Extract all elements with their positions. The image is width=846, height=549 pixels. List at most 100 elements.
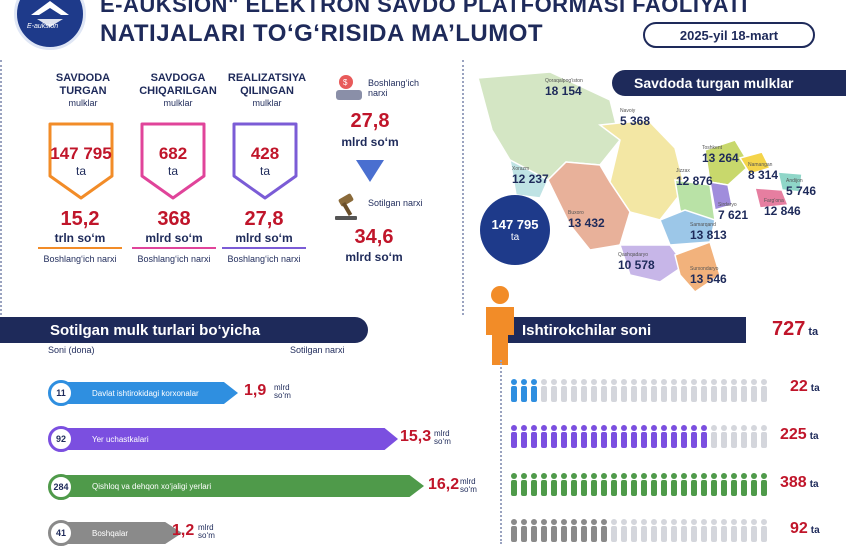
person-figure-icon bbox=[651, 519, 657, 542]
uzbekistan-map bbox=[477, 71, 803, 293]
person-figure-icon bbox=[591, 519, 597, 542]
type-value: 1,2 bbox=[172, 522, 195, 539]
type-value-unit: mlrd so‘m bbox=[198, 523, 215, 540]
person-figure-icon bbox=[611, 425, 617, 448]
region-khorezm bbox=[509, 158, 549, 199]
region-name: Namangan bbox=[748, 162, 773, 168]
person-figure-icon bbox=[651, 425, 657, 448]
person-figure-icon bbox=[711, 473, 717, 496]
person-figure-icon bbox=[731, 519, 737, 542]
map-title-band: Savdoda turgan mulklar bbox=[612, 70, 846, 96]
person-figure-icon bbox=[691, 473, 697, 496]
map-region-6: Namangan 8 314 bbox=[748, 162, 778, 182]
type-bar: Boshqalar bbox=[62, 522, 182, 544]
person-figure-icon bbox=[631, 379, 637, 402]
person-figure-icon bbox=[721, 519, 727, 542]
region-andijan bbox=[777, 171, 803, 193]
person-figure-icon bbox=[601, 425, 607, 448]
participants-pictogram bbox=[511, 519, 767, 542]
participants-divider bbox=[500, 360, 504, 544]
person-figure-icon bbox=[731, 425, 737, 448]
person-figure-icon bbox=[601, 379, 607, 402]
person-figure-icon bbox=[671, 519, 677, 542]
shield-content-1: 147 795 ta bbox=[50, 144, 112, 178]
person-figure-icon bbox=[581, 473, 587, 496]
person-figure-icon bbox=[711, 379, 717, 402]
person-figure-icon bbox=[591, 473, 597, 496]
person-figure-icon bbox=[761, 379, 767, 402]
start-price-label: Boshlang‘ich narxi bbox=[368, 78, 420, 98]
region-name: Toshkent bbox=[702, 145, 723, 151]
region-value: 18 154 bbox=[545, 84, 582, 98]
person-figure-icon bbox=[631, 425, 637, 448]
person-figure-icon bbox=[641, 379, 647, 402]
participants-count-4: 92 ta bbox=[790, 520, 820, 538]
region-syrdarya bbox=[709, 181, 733, 211]
map-region-12: Surxondaryo 13 546 bbox=[690, 266, 727, 286]
person-figure-icon bbox=[761, 473, 767, 496]
types-title-band: Sotilgan mulk turlari bo‘yicha bbox=[0, 317, 368, 343]
region-value: 12 876 bbox=[676, 174, 713, 188]
person-figure-icon bbox=[621, 425, 627, 448]
map-region-1: Navoiy 5 368 bbox=[620, 108, 650, 128]
type-count: 284 bbox=[48, 474, 74, 500]
person-figure-icon bbox=[721, 379, 727, 402]
person-figure-icon bbox=[721, 473, 727, 496]
type-count: 11 bbox=[48, 380, 74, 406]
svg-text:$: $ bbox=[343, 78, 348, 87]
value-underline bbox=[132, 247, 216, 249]
type-value-unit: mlrd so‘m bbox=[434, 429, 451, 446]
type-bar: Yer uchastkalari bbox=[62, 428, 398, 450]
type-count: 92 bbox=[48, 426, 74, 452]
person-figure-icon bbox=[661, 519, 667, 542]
region-value: 10 578 bbox=[618, 258, 655, 272]
person-figure-icon bbox=[521, 379, 527, 402]
participants-unit: ta bbox=[809, 431, 819, 442]
person-figure-icon bbox=[751, 519, 757, 542]
person-figure-icon bbox=[741, 519, 747, 542]
person-figure-icon bbox=[611, 473, 617, 496]
shield-count: 147 795 bbox=[50, 144, 112, 163]
person-figure-icon bbox=[591, 425, 597, 448]
map-total-unit: ta bbox=[510, 232, 520, 243]
person-figure-icon bbox=[551, 425, 557, 448]
person-figure-icon bbox=[541, 425, 547, 448]
person-figure-icon bbox=[751, 473, 757, 496]
region-namangan bbox=[738, 151, 772, 175]
person-figure-icon bbox=[531, 473, 537, 496]
person-figure-icon bbox=[581, 425, 587, 448]
type-value: 1,9 bbox=[244, 382, 267, 399]
person-figure-icon bbox=[641, 473, 647, 496]
person-figure-icon bbox=[591, 379, 597, 402]
map-region-7: Andijon 5 746 bbox=[786, 178, 816, 198]
map-region-8: Farg‘ona 12 846 bbox=[764, 198, 801, 218]
person-figure-icon bbox=[531, 519, 537, 542]
person-figure-icon bbox=[641, 519, 647, 542]
participants-pictogram bbox=[511, 425, 767, 448]
participants-unit: ta bbox=[810, 525, 820, 536]
participants-count-3: 388 ta bbox=[780, 474, 819, 492]
participants-value: 225 bbox=[780, 426, 807, 443]
value-number: 27,8 bbox=[244, 208, 284, 230]
person-icon bbox=[480, 285, 520, 372]
shield-content-3: 428 ta bbox=[234, 144, 296, 178]
date-badge: 2025-yil 18-mart bbox=[643, 22, 815, 48]
type-bar: Davlat ishtirokidagi korxonalar bbox=[62, 382, 238, 404]
map-region-9: Sirdaryo 7 621 bbox=[718, 202, 748, 222]
participants-total-value: 727 bbox=[772, 318, 806, 340]
value-caption: Boshlang‘ich narxi bbox=[227, 254, 301, 264]
person-figure-icon bbox=[681, 425, 687, 448]
region-name: Samarqand bbox=[690, 222, 716, 228]
person-figure-icon bbox=[681, 519, 687, 542]
region-bukhara bbox=[547, 161, 631, 251]
person-figure-icon bbox=[651, 473, 657, 496]
participants-count-1: 22 ta bbox=[790, 378, 820, 396]
person-figure-icon bbox=[571, 473, 577, 496]
person-figure-icon bbox=[751, 425, 757, 448]
person-figure-icon bbox=[681, 473, 687, 496]
type-value-unit: mlrd so‘m bbox=[274, 383, 291, 400]
region-fergana bbox=[754, 187, 790, 209]
person-figure-icon bbox=[571, 519, 577, 542]
shield-content-2: 682 ta bbox=[142, 144, 204, 178]
region-name: Xorazm bbox=[512, 166, 530, 172]
